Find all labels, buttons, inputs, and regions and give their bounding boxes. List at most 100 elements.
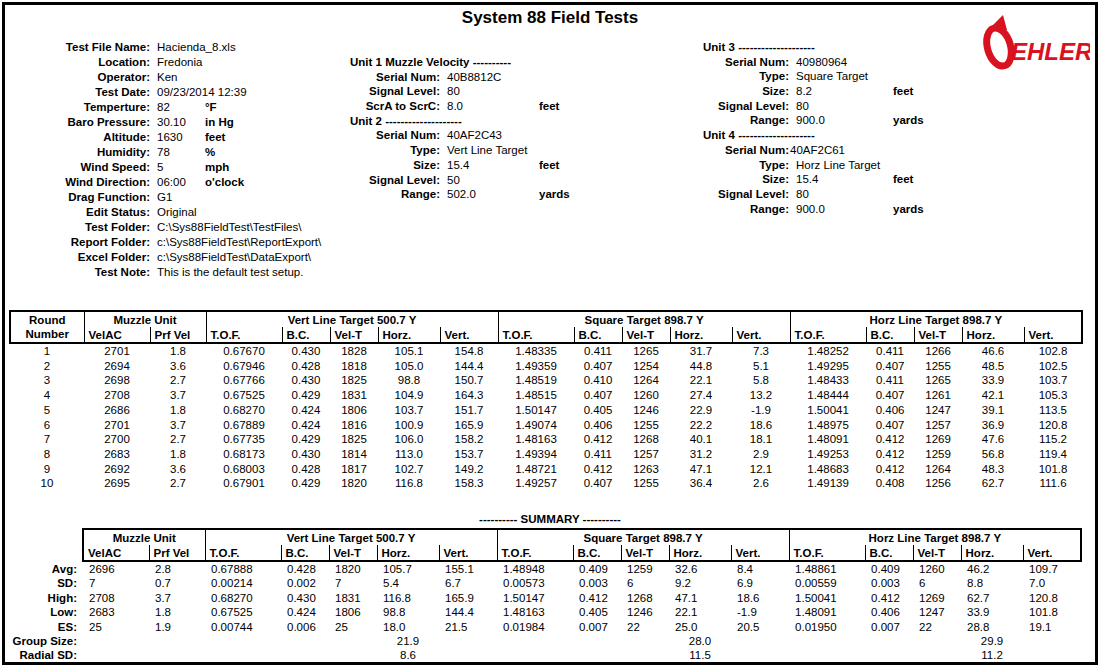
summary-cell: 6 xyxy=(913,576,961,590)
field-label: Serial Num: xyxy=(350,70,440,85)
data-cell: 0.405 xyxy=(574,403,622,418)
data-cell: 0.424 xyxy=(282,418,330,433)
field-value: 8.2 xyxy=(796,84,893,99)
data-cell: 18.1 xyxy=(732,432,790,447)
empty-cell xyxy=(329,634,377,648)
data-cell: 44.8 xyxy=(670,359,732,374)
summary-cell: 0.01984 xyxy=(497,620,573,634)
info-row: Type:Vert Line Target xyxy=(350,143,570,158)
summary-row-label: Radial SD: xyxy=(9,648,83,662)
data-cell: 116.8 xyxy=(378,476,440,491)
data-cell: 2683 xyxy=(84,447,150,462)
data-cell: 0.429 xyxy=(282,476,330,491)
field-value: 09/23/2014 12:39 xyxy=(157,85,247,100)
summary-row: SD:70.70.002140.00275.46.70.005730.00369… xyxy=(9,576,1081,590)
field-value: 80 xyxy=(447,84,539,99)
data-cell: 2.7 xyxy=(150,476,206,491)
field-unit: yards xyxy=(893,202,924,217)
data-cell: 1255 xyxy=(622,476,670,491)
group-size-row: Group Size:21.928.029.9 xyxy=(9,634,1081,648)
data-cell: 3.6 xyxy=(150,462,206,477)
field-unit: feet xyxy=(539,99,559,114)
data-cell: 1.49394 xyxy=(498,447,574,462)
data-cell: 1260 xyxy=(622,388,670,403)
field-value: This is the default test setup. xyxy=(157,265,303,280)
page-title: System 88 Field Tests xyxy=(0,8,1100,28)
data-cell: 103.7 xyxy=(1024,373,1082,388)
summary-cell: 33.9 xyxy=(961,605,1023,619)
data-cell: 2694 xyxy=(84,359,150,374)
data-cell: 1263 xyxy=(622,462,670,477)
summary-cell: 1260 xyxy=(913,561,961,576)
data-cell: 1257 xyxy=(622,447,670,462)
info-row: Size:15.4feet xyxy=(703,172,924,187)
data-cell: 22.9 xyxy=(670,403,732,418)
round-number-cell: 9 xyxy=(10,462,84,477)
field-label: Range: xyxy=(703,202,789,217)
info-row: Test Folder:C:\Sys88FieldTest\TestFiles\ xyxy=(8,220,321,235)
col-header-vert: Vert. xyxy=(731,545,789,561)
col-header-tof: T.O.F. xyxy=(790,327,866,343)
data-cell: 0.67670 xyxy=(206,343,282,359)
summary-row-label: High: xyxy=(9,591,83,605)
data-cell: 105.0 xyxy=(378,359,440,374)
field-value: Ken xyxy=(157,70,205,85)
info-row: Size:15.4feet xyxy=(350,158,570,173)
unit-3-4-block: Unit 3 --------------------Serial Num:40… xyxy=(703,40,924,216)
col-header-bc: B.C. xyxy=(574,327,622,343)
summary-cell: 2708 xyxy=(83,591,149,605)
info-row: Operator:Ken xyxy=(8,70,321,85)
summary-cell: 144.4 xyxy=(439,605,497,619)
table-row: 1026952.70.679010.4291820116.8158.31.492… xyxy=(10,476,1082,491)
empty-cell xyxy=(281,648,329,662)
info-row: Type:Horz Line Target xyxy=(703,158,924,173)
data-cell: 0.67525 xyxy=(206,388,282,403)
field-value: 900.0 xyxy=(796,202,893,217)
data-cell: 153.7 xyxy=(440,447,498,462)
summary-cell: 0.67525 xyxy=(205,605,281,619)
field-unit: in Hg xyxy=(205,115,234,130)
data-cell: 2700 xyxy=(84,432,150,447)
summary-cell: -1.9 xyxy=(731,605,789,619)
data-cell: 0.407 xyxy=(574,359,622,374)
summary-cell: 5.4 xyxy=(377,576,439,590)
col-header-velt: Vel-T xyxy=(329,545,377,561)
radial-sd-value: 11.2 xyxy=(961,648,1023,662)
data-cell: 1256 xyxy=(914,476,962,491)
data-cell: 1.49074 xyxy=(498,418,574,433)
table-row: 226943.60.679460.4281818105.0144.41.4935… xyxy=(10,359,1082,374)
summary-cell: 7 xyxy=(83,576,149,590)
data-cell: 2708 xyxy=(84,388,150,403)
data-cell: 1264 xyxy=(914,462,962,477)
field-value: C:\Sys88FieldTest\TestFiles\ xyxy=(157,220,301,235)
summary-cell: 0.01950 xyxy=(789,620,865,634)
summary-cell: 6.9 xyxy=(731,576,789,590)
field-value: 78 xyxy=(157,145,205,160)
data-cell: 1.48975 xyxy=(790,418,866,433)
col-header-vert: Vert. xyxy=(440,327,498,343)
info-row: Excel Folder:c:\Sys88FieldTest\DataExpor… xyxy=(8,250,321,265)
field-value: 900.0 xyxy=(796,113,893,128)
data-cell: 113.0 xyxy=(378,447,440,462)
data-cell: 0.412 xyxy=(866,432,914,447)
info-row: Range: 900.0yards xyxy=(703,202,924,217)
field-value: G1 xyxy=(157,190,205,205)
summary-cell: 0.68270 xyxy=(205,591,281,605)
data-cell: 1261 xyxy=(914,388,962,403)
unit-heading: Unit 1 Muzzle Velocity ---------- xyxy=(350,55,570,70)
field-label: Excel Folder: xyxy=(8,250,150,265)
field-label: Serial Num: xyxy=(350,128,440,143)
info-row: Test Date:09/23/2014 12:39 xyxy=(8,85,321,100)
summary-cell: 62.7 xyxy=(961,591,1023,605)
data-cell: 0.406 xyxy=(574,418,622,433)
data-cell: 0.429 xyxy=(282,432,330,447)
data-cell: 39.1 xyxy=(962,403,1024,418)
field-label: Drag Function: xyxy=(8,190,150,205)
data-cell: 22.2 xyxy=(670,418,732,433)
field-unit: o'clock xyxy=(205,175,244,190)
summary-cell: 2696 xyxy=(83,561,149,576)
data-cell: 47.6 xyxy=(962,432,1024,447)
field-value: 8.0 xyxy=(447,99,539,114)
summary-cell: 25 xyxy=(329,620,377,634)
summary-cell: 98.8 xyxy=(377,605,439,619)
